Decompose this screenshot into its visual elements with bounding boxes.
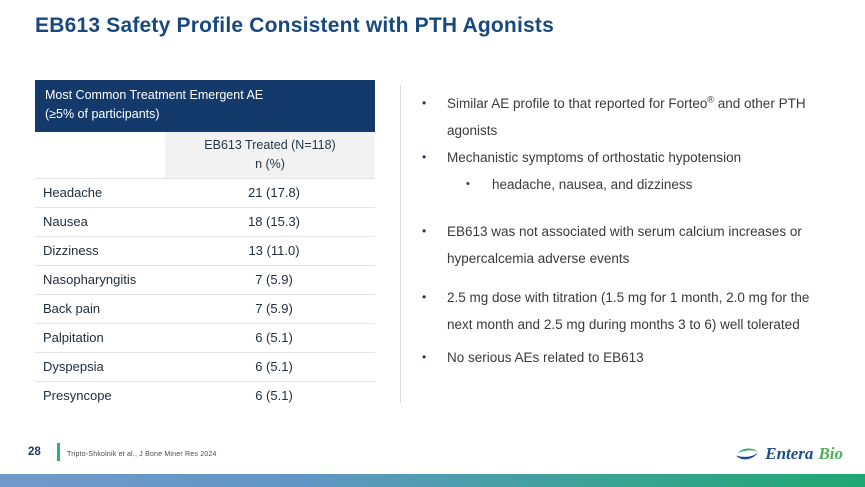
ae-value: 6 (5.1) — [255, 330, 293, 346]
bullet-text: Similar AE profile to that reported for … — [447, 90, 818, 144]
table-row: Dyspepsia 6 (5.1) — [35, 352, 375, 381]
bullet-icon — [420, 284, 447, 338]
table-row: Nasopharyngitis 7 (5.9) — [35, 265, 375, 294]
ae-value: 7 (5.9) — [255, 301, 293, 317]
list-item: No serious AEs related to EB613 — [420, 344, 818, 371]
table-header-line1: Most Common Treatment Emergent AE — [45, 88, 264, 102]
bullet-text: Mechanistic symptoms of orthostatic hypo… — [447, 150, 742, 165]
list-item: Similar AE profile to that reported for … — [420, 90, 818, 144]
table-column-header: EB613 Treated (N=118) n (%) — [35, 131, 375, 179]
list-item: 2.5 mg dose with titration (1.5 mg for 1… — [420, 284, 818, 338]
logo-text-bio: Bio — [818, 444, 843, 463]
ae-name: Dizziness — [43, 243, 99, 259]
table-column-header-empty-cell — [35, 131, 165, 179]
ae-value: 7 (5.9) — [255, 272, 293, 288]
bullet-icon — [420, 90, 447, 144]
ae-table: Most Common Treatment Emergent AE (≥5% o… — [35, 80, 375, 410]
sub-bullet-text: headache, nausea, and dizziness — [492, 177, 693, 192]
ae-name: Nausea — [43, 214, 88, 230]
column-header-line1: EB613 Treated (N=118) — [204, 137, 336, 152]
table-header-line2: (≥5% of participants) — [45, 107, 160, 122]
ae-value: 21 (17.8) — [247, 185, 301, 201]
ae-value: 6 (5.1) — [255, 359, 293, 375]
ae-name: Nasopharyngitis — [43, 272, 137, 288]
bullet-icon — [420, 344, 447, 371]
bullet-icon — [420, 218, 447, 272]
table-column-header-value-cell: EB613 Treated (N=118) n (%) — [165, 131, 375, 179]
bullet1-post: and other PTH agonists — [447, 96, 806, 138]
bullet1-pre: Similar AE profile to that reported for … — [447, 96, 708, 111]
table-row: Dizziness 13 (11.0) — [35, 236, 375, 265]
table-row: Back pain 7 (5.9) — [35, 294, 375, 323]
bullet-text: No serious AEs related to EB613 — [447, 350, 644, 365]
table-row: Nausea 18 (15.3) — [35, 207, 375, 236]
table-row: Presyncope 6 (5.1) — [35, 381, 375, 410]
bullet-icon — [420, 144, 447, 171]
registered-trademark-symbol: ® — [707, 94, 715, 105]
bullet-text: 2.5 mg dose with titration (1.5 mg for 1… — [447, 290, 810, 332]
vertical-divider — [400, 85, 401, 403]
bullet-list: Similar AE profile to that reported for … — [420, 90, 818, 371]
ae-value: 13 (11.0) — [248, 243, 300, 259]
ae-name: Dyspepsia — [43, 359, 104, 375]
ae-value: 18 (15.3) — [247, 214, 301, 230]
bullet-icon — [464, 171, 492, 198]
bullet-text: EB613 was not associated with serum calc… — [447, 224, 802, 266]
column-header-line2: n (%) — [255, 156, 285, 171]
ae-name: Presyncope — [43, 388, 112, 404]
logo-text-entera: Entera — [765, 444, 814, 463]
list-item: Mechanistic symptoms of orthostatic hypo… — [420, 144, 818, 171]
entera-bio-logo: Entera Bio — [734, 444, 843, 464]
table-row: Palpitation 6 (5.1) — [35, 323, 375, 352]
table-row: Headache 21 (17.8) — [35, 178, 375, 207]
footer-accent-bar — [57, 443, 60, 461]
ae-name: Headache — [43, 185, 103, 201]
citation: Tripto-Shkolnik et al., J Bone Miner Res… — [67, 451, 217, 458]
table-header: Most Common Treatment Emergent AE (≥5% o… — [35, 80, 375, 132]
ae-name: Palpitation — [43, 330, 104, 346]
entera-swoosh-icon — [736, 448, 759, 460]
sub-list-item: headache, nausea, and dizziness — [420, 171, 818, 198]
bottom-gradient-bar — [0, 474, 865, 487]
list-item: EB613 was not associated with serum calc… — [420, 218, 818, 272]
ae-name: Back pain — [43, 301, 101, 317]
page-title: EB613 Safety Profile Consistent with PTH… — [35, 14, 554, 37]
page-number: 28 — [28, 446, 41, 458]
ae-value: 6 (5.1) — [255, 388, 293, 404]
